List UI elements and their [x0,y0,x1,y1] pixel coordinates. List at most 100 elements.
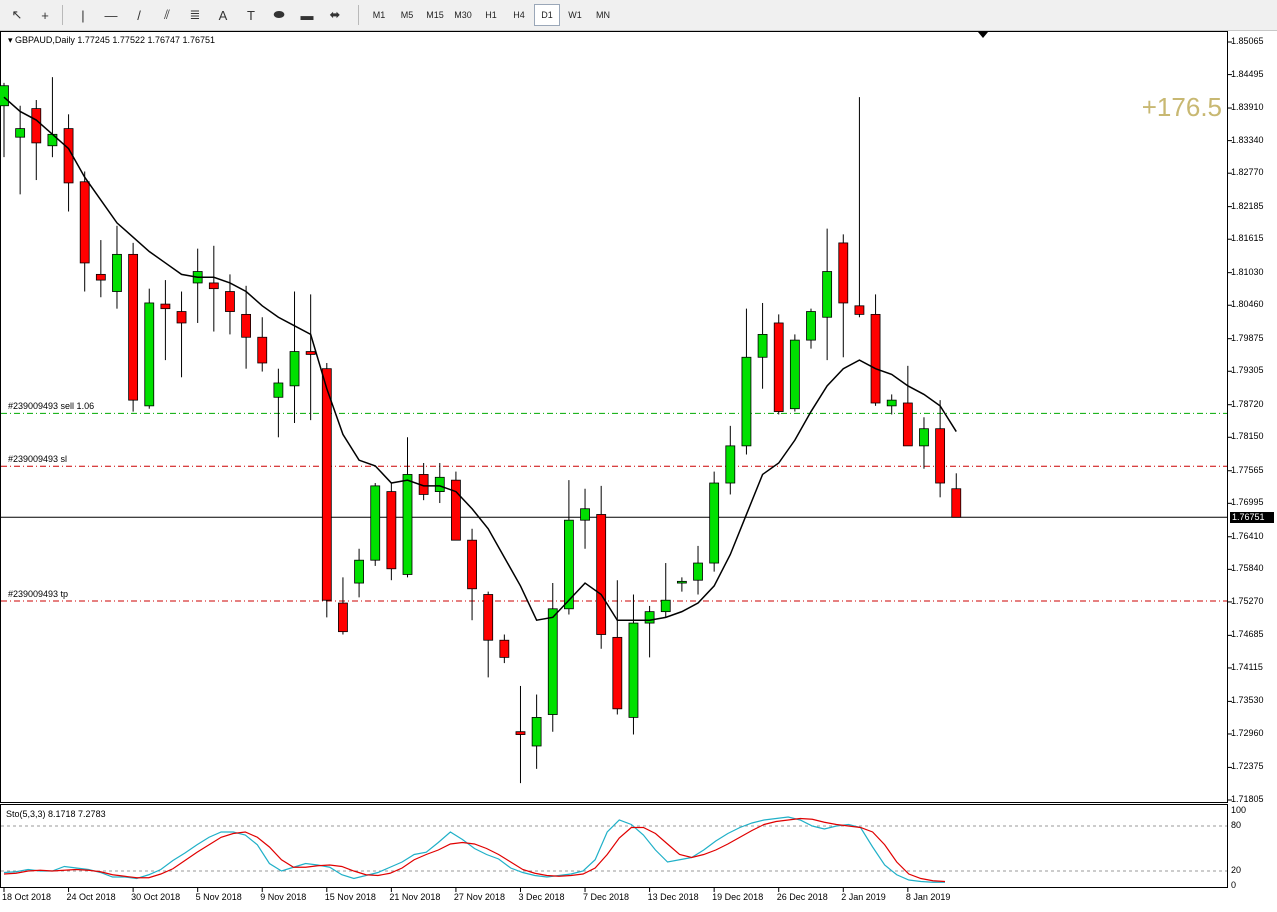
price-axis-label: 1.85065 [1231,36,1264,46]
bear-candle [386,491,397,570]
dropdown-arrow-icon[interactable]: ▾ [8,35,13,45]
bear-candle [208,282,219,290]
price-axis-label: 1.83910 [1231,102,1264,113]
bear-candle [951,488,962,518]
bull-candle [886,399,897,407]
bear-candle [176,311,187,324]
bull-candle [0,85,9,107]
price-axis-label: 1.77565 [1231,464,1264,475]
price-axis-label: 1.82770 [1231,167,1264,178]
bull-candle [580,508,590,521]
timeframe-mn-button[interactable]: MN [596,10,610,20]
bear-candle [451,479,461,541]
timeframe-m15-button[interactable]: M15 [426,10,444,20]
bull-candle [628,622,639,718]
timeframe-m1-button[interactable]: M1 [372,10,386,20]
timeframe-m30-button[interactable]: M30 [454,10,472,20]
bull-candle [547,608,558,715]
timeframe-w1-button[interactable]: W1 [568,10,582,20]
vertical-line-tool-icon[interactable]: | [81,7,85,23]
date-axis-label: 7 Dec 2018 [583,892,630,902]
price-axis-label: 1.74115 [1231,661,1263,672]
stochastic-main-line [3,816,945,883]
date-axis-label: 3 Dec 2018 [518,892,565,902]
price-axis-label: 1.80460 [1231,299,1264,310]
price-axis-label: 1.76410 [1231,530,1264,541]
symbol-info: ▾ GBPAUD,Daily 1.77245 1.77522 1.76747 1… [8,35,215,46]
bear-candle [773,322,784,412]
date-axis-label: 27 Nov 2018 [453,892,505,902]
timeframe-m5-button[interactable]: M5 [400,10,414,20]
bear-candle [241,313,252,338]
bull-candle [789,339,800,410]
bull-candle [564,519,574,610]
toolbar: ↖ + | — / ⫽ ≣ A T ⬬ ▬ ⬌ M1 M5 M15 M30 H1 H4 D1 W1 MN [0,0,1277,31]
arrows-tool-icon[interactable]: ⬌ [329,7,341,22]
bear-candle [95,273,106,281]
stochastic-level-label: 100 [1231,805,1247,815]
current-price-tag: 1.76751 [1230,512,1274,524]
bear-candle [225,291,235,312]
bull-candle [757,333,768,358]
text-label-tool-icon[interactable]: T [247,7,255,23]
date-axis-label: 24 Oct 2018 [66,892,116,902]
horizontal-line-tool-icon[interactable]: — [104,7,118,23]
bear-candle [257,336,268,364]
bear-candle [902,402,913,447]
date-axis-label: 2 Jan 2019 [841,892,886,902]
bull-candle [806,311,816,341]
cursor-tool-icon[interactable]: ↖ [11,7,23,22]
bear-candle [854,305,865,315]
price-axis-label: 1.74685 [1231,629,1264,640]
price-axis-label: 1.78150 [1231,431,1264,442]
bull-candle [531,716,542,747]
bear-candle [612,636,623,710]
price-axis-label: 1.75270 [1231,595,1264,606]
date-axis-label: 15 Nov 2018 [324,892,376,902]
date-axis-label: 30 Oct 2018 [131,892,181,902]
bear-candle [160,303,171,310]
bull-candle [15,128,26,138]
text-tool-icon[interactable]: A [218,7,228,23]
price-axis-label: 1.72960 [1231,727,1264,738]
price-axis-label: 1.81615 [1231,233,1264,244]
order-line-label: #239009493 tp [8,588,69,599]
timeframe-h1-button[interactable]: H1 [485,10,497,20]
bear-candle [515,731,526,735]
price-axis-label: 1.72375 [1231,761,1264,772]
symbol-info-text: GBPAUD,Daily 1.77245 1.77522 1.76747 1.7… [15,35,216,45]
bull-candle [693,562,703,581]
timeframe-d1-button[interactable]: D1 [534,4,560,26]
channel-tool-icon[interactable]: ⫽ [164,7,170,22]
date-axis-label: 13 Dec 2018 [647,892,699,902]
indicator-info: Sto(5,3,3) 8.1718 7.2783 [6,809,106,819]
chart-shift-marker [978,32,988,38]
profit-label: +176.5 [1141,92,1222,122]
timeframe-h4-button[interactable]: H4 [513,10,525,20]
price-axis-label: 1.83340 [1231,134,1264,145]
bull-candle [725,445,736,484]
price-axis-label: 1.78720 [1231,398,1264,409]
stochastic-level-label: 80 [1231,820,1242,830]
fibonacci-tool-icon[interactable]: ≣ [189,7,201,22]
price-axis-label: 1.82185 [1231,200,1264,211]
order-line-label: #239009493 sl [8,454,68,465]
bear-candle [338,602,348,633]
stochastic-level-label: 20 [1231,865,1242,875]
ellipse-tool-icon[interactable]: ⬬ [273,7,285,22]
bear-candle [128,253,139,401]
bull-candle [741,356,752,447]
bear-candle [596,514,607,635]
date-axis-label: 21 Nov 2018 [389,892,441,902]
bear-candle [935,428,946,484]
bear-candle [870,313,881,404]
bull-candle [112,253,122,292]
bull-candle [644,611,655,624]
rectangle-tool-icon[interactable]: ▬ [300,7,314,23]
bear-candle [321,368,332,601]
crosshair-tool-icon[interactable]: + [41,7,49,23]
bull-candle [47,133,58,147]
trendline-tool-icon[interactable]: / [137,7,141,23]
date-axis-label: 9 Nov 2018 [260,892,307,902]
date-axis-label: 5 Nov 2018 [195,892,242,902]
